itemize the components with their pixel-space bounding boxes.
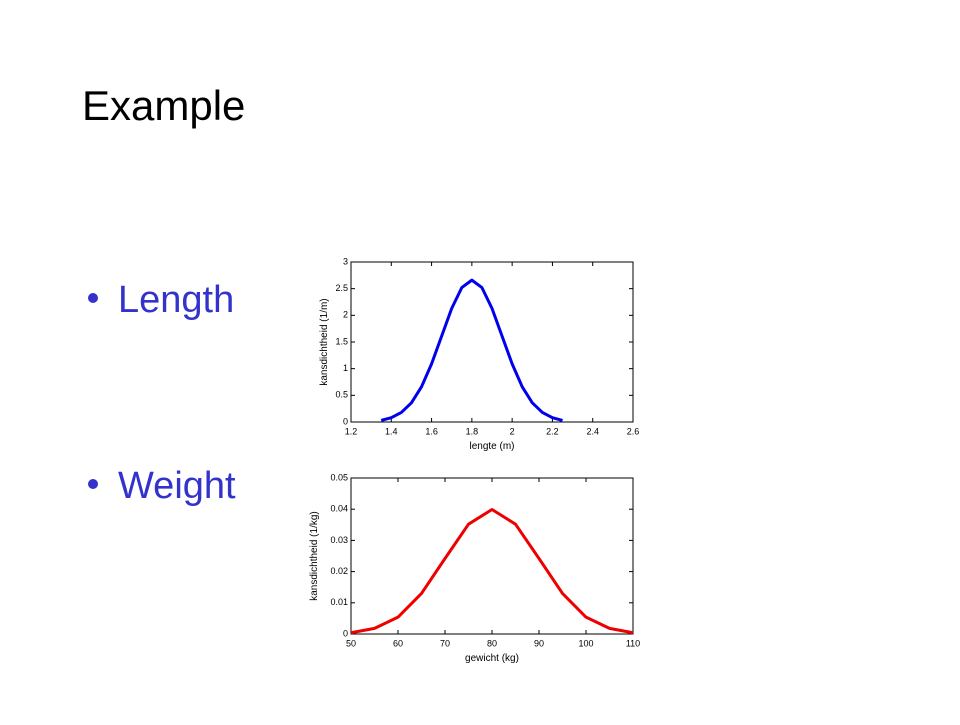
y-tick-label: 0.02 xyxy=(330,566,348,576)
bullet-dot xyxy=(88,293,98,303)
x-tick-label: 90 xyxy=(534,638,544,648)
x-tick-label: 2.6 xyxy=(627,426,640,436)
x-tick-label: 2.2 xyxy=(546,426,559,436)
slide-title: Example xyxy=(82,82,245,129)
y-tick-label: 0.05 xyxy=(330,472,348,482)
curve xyxy=(380,278,563,422)
y-tick-label: 0.5 xyxy=(335,390,348,400)
x-axis-label: gewicht (kg) xyxy=(465,653,519,664)
bullet-text: Length xyxy=(118,279,234,321)
curve xyxy=(350,508,634,635)
x-tick-label: 1.8 xyxy=(466,426,479,436)
y-tick-label: 3 xyxy=(343,256,348,266)
x-tick-label: 2 xyxy=(510,426,515,436)
y-tick-label: 0 xyxy=(343,628,348,638)
x-tick-label: 110 xyxy=(626,638,640,648)
x-tick-label: 100 xyxy=(578,638,593,648)
y-tick-label: 0 xyxy=(343,416,348,426)
bullet-dot xyxy=(88,479,98,489)
x-tick-label: 70 xyxy=(440,638,450,648)
y-tick-label: 1 xyxy=(343,363,348,373)
y-tick-label: 0.04 xyxy=(330,504,348,514)
y-axis-label: kansdichtheid (1/m) xyxy=(319,298,330,385)
bullet-text: Weight xyxy=(118,465,236,507)
y-tick-label: 2.5 xyxy=(335,283,348,293)
x-axis-label: lengte (m) xyxy=(469,441,514,452)
x-tick-label: 80 xyxy=(487,638,497,648)
y-tick-label: 0.01 xyxy=(330,597,348,607)
x-tick-label: 1.6 xyxy=(425,426,438,436)
x-tick-label: 50 xyxy=(346,638,356,648)
y-tick-label: 1.5 xyxy=(335,336,348,346)
x-tick-label: 60 xyxy=(393,638,403,648)
x-tick-label: 2.4 xyxy=(586,426,599,436)
y-tick-label: 2 xyxy=(343,310,348,320)
x-tick-label: 1.4 xyxy=(385,426,398,436)
y-axis-label: kansdichtheid (1/kg) xyxy=(309,511,320,601)
y-tick-label: 0.03 xyxy=(330,535,348,545)
x-tick-label: 1.2 xyxy=(345,426,358,436)
